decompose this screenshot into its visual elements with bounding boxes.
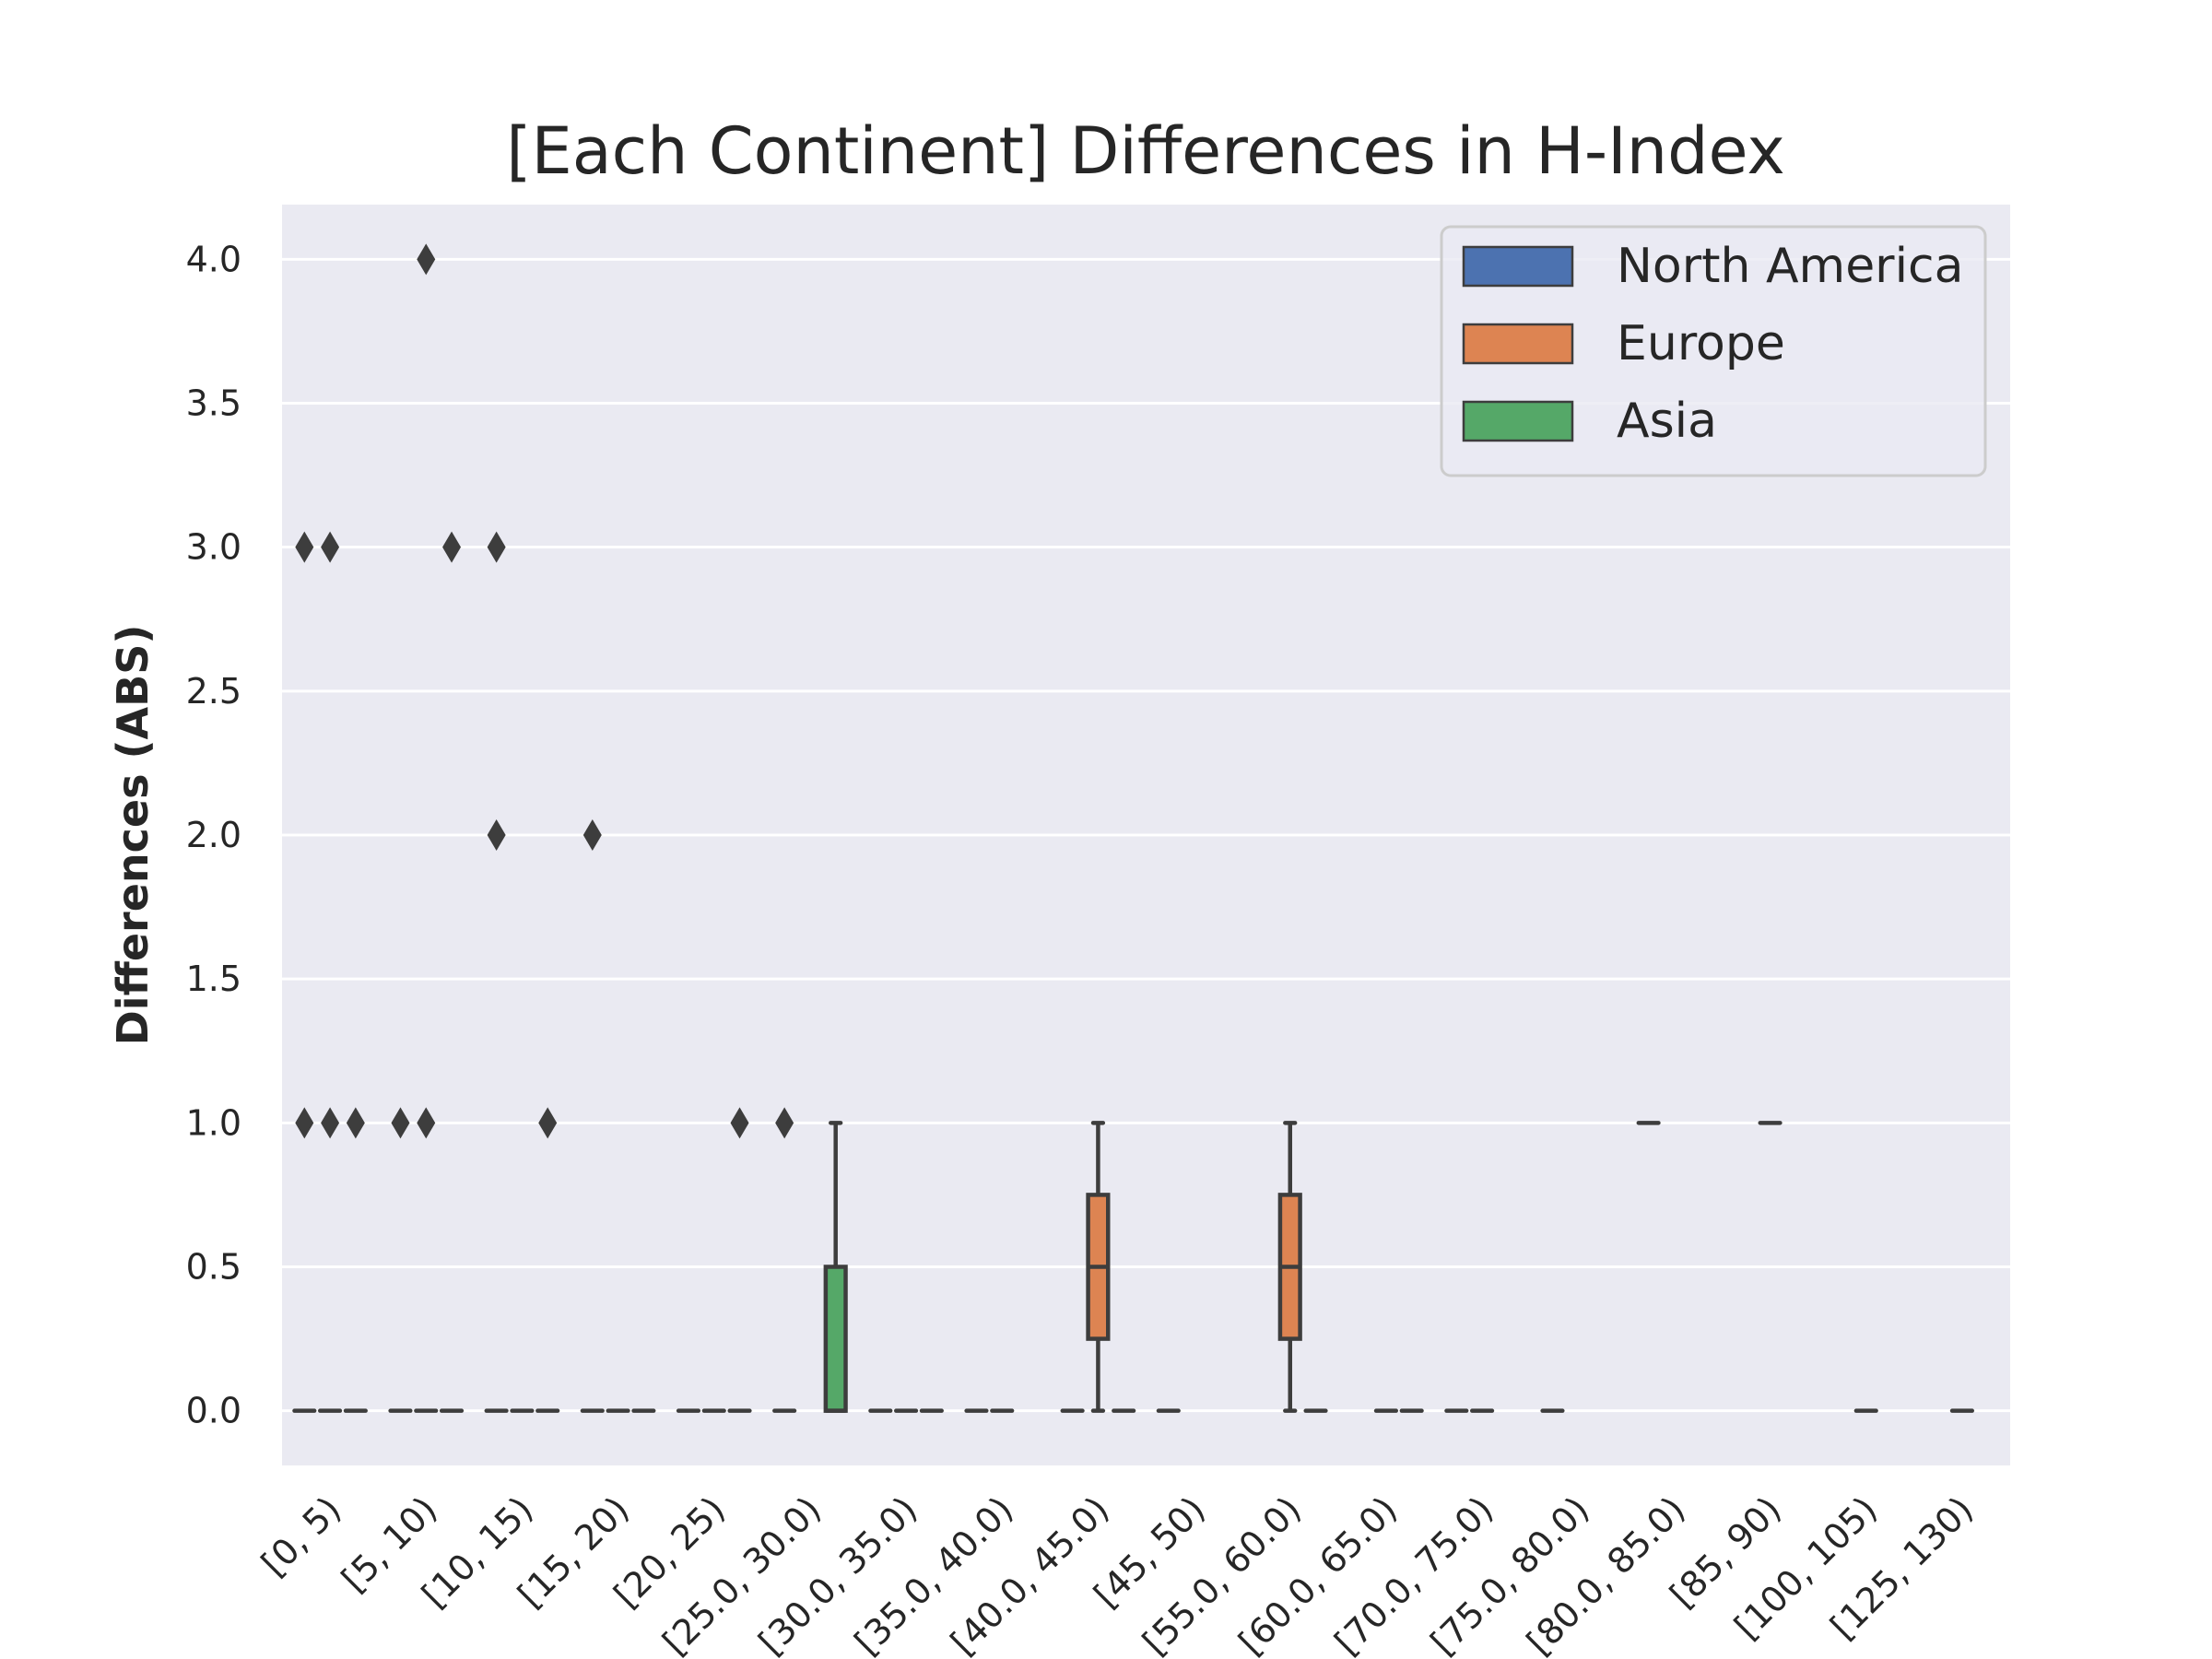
box-group — [580, 819, 605, 1413]
legend-swatch — [1462, 245, 1574, 288]
legend-frame — [1440, 225, 1987, 477]
outlier-point — [295, 1107, 314, 1139]
x-tick-labels: [0, 5)[5, 10)[10, 15)[15, 20)[20, 25)[25… — [253, 1488, 1981, 1659]
outlier-point — [417, 1107, 436, 1139]
legend-label: North America — [1617, 239, 1963, 294]
box-group — [727, 1107, 752, 1413]
outlier-point — [487, 819, 506, 851]
legend-swatch — [1462, 400, 1574, 442]
outlier-point — [487, 531, 506, 563]
outlier-point — [295, 531, 314, 563]
y-tick-label: 0.5 — [186, 1246, 241, 1287]
box-group — [318, 531, 343, 1413]
legend: North America Europe Asia — [1440, 225, 1987, 477]
outlier-point — [321, 531, 340, 563]
y-tick-label: 2.5 — [186, 671, 241, 712]
grid-lines — [282, 257, 2010, 1413]
box-group — [343, 1107, 368, 1413]
y-tick-label: 3.0 — [186, 527, 241, 568]
y-tick-labels: 0.0 0.5 1.0 1.5 2.0 2.5 3.0 3.5 4.0 — [186, 239, 241, 1430]
box-group — [823, 1121, 848, 1413]
y-tick-label: 1.5 — [186, 959, 241, 999]
outlier-point — [321, 1107, 340, 1139]
y-tick-label: 4.0 — [186, 239, 241, 279]
legend-swatch — [1462, 323, 1574, 365]
outlier-point — [582, 819, 602, 851]
box-group — [439, 531, 465, 1413]
legend-label: Europe — [1617, 316, 1785, 371]
box-group — [772, 1107, 797, 1413]
outlier-point — [730, 1107, 749, 1139]
outlier-point — [538, 1107, 558, 1139]
outlier-point — [346, 1107, 365, 1139]
box-group — [484, 531, 509, 1413]
outlier-point — [442, 531, 462, 563]
legend-label: Asia — [1617, 394, 1717, 449]
y-axis-label: Differences (ABS) — [108, 625, 158, 1046]
y-tick-label: 1.0 — [186, 1102, 241, 1143]
box-group — [1086, 1121, 1111, 1413]
box-group — [535, 1107, 560, 1413]
boxes — [292, 243, 1974, 1413]
box-group — [414, 243, 439, 1413]
box-group — [1277, 1121, 1302, 1413]
y-tick-label: 0.0 — [186, 1391, 241, 1431]
outlier-point — [417, 243, 436, 276]
chart-title: [Each Continent] Differences in H-Index — [506, 113, 1785, 189]
box — [823, 1265, 848, 1413]
y-tick-label: 2.0 — [186, 815, 241, 855]
y-tick-label: 3.5 — [186, 383, 241, 424]
box-group — [388, 1107, 413, 1413]
box-group — [292, 531, 317, 1413]
outlier-point — [391, 1107, 410, 1139]
outlier-point — [775, 1107, 794, 1139]
